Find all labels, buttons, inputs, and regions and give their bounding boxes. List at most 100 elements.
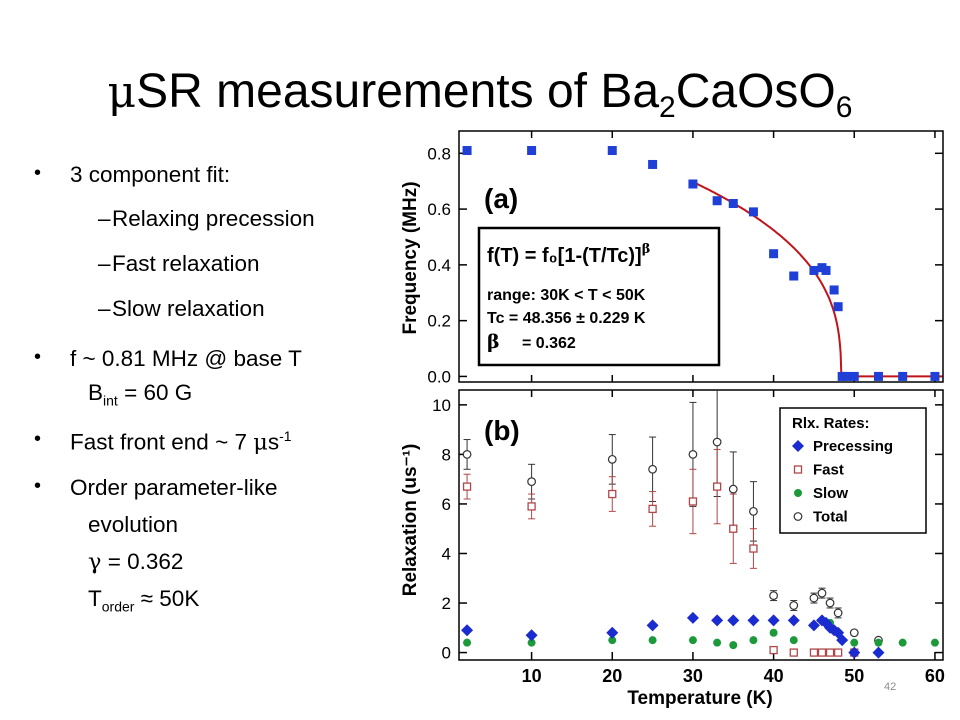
slow-point bbox=[874, 638, 883, 647]
total-point bbox=[825, 598, 835, 608]
panel-b-label: (b) bbox=[484, 415, 520, 446]
front-end-text: Fast front end ~ 7 bbox=[70, 429, 254, 455]
dash-glyph: – bbox=[98, 206, 111, 231]
legend-marker-total bbox=[793, 512, 803, 521]
page-number: 42 bbox=[884, 681, 896, 693]
y-tick-label-b: 8 bbox=[442, 445, 451, 464]
legend-frame bbox=[779, 407, 927, 534]
frequency-point bbox=[841, 371, 851, 381]
fast-point bbox=[688, 497, 698, 506]
frequency-point bbox=[607, 146, 617, 156]
total-point bbox=[648, 464, 657, 474]
legend-title: Rlx. Rates: bbox=[792, 415, 870, 432]
slow-point bbox=[713, 638, 722, 647]
bullet-dot: • bbox=[34, 475, 42, 497]
fit-box-frame bbox=[477, 226, 721, 367]
frequency-point bbox=[712, 196, 722, 206]
fast-point bbox=[809, 648, 819, 657]
fast-point bbox=[749, 544, 758, 553]
gamma-symbol: γ bbox=[88, 549, 102, 575]
legend-label-fast: Fast bbox=[813, 462, 844, 479]
slide-title: μSR measurements of Ba2CaOsO6 bbox=[0, 62, 960, 123]
bullet-text: 3 component fit: bbox=[70, 162, 231, 187]
panel-a-axis-ticks: 0.0 0.2 0.4 0.6 0.8 bbox=[427, 131, 943, 386]
bullet-text: Order parameter-like bbox=[70, 475, 278, 500]
total-point bbox=[849, 628, 859, 638]
y-tick-label-a: 0.8 bbox=[427, 144, 451, 163]
fit-formula-exponent: β bbox=[642, 242, 651, 257]
fast-point bbox=[608, 489, 617, 499]
slow-point bbox=[789, 636, 798, 645]
slow-point bbox=[527, 638, 536, 647]
precessing-point bbox=[461, 624, 474, 637]
beta-symbol: β bbox=[487, 331, 500, 353]
precessing-point bbox=[872, 646, 885, 659]
x-tick-label: 20 bbox=[602, 666, 622, 686]
total-point bbox=[712, 437, 722, 447]
fit-annotation-box: f(T) = f₀[1-(T/Tc)]β range: 30K < T < 50… bbox=[477, 226, 721, 367]
frequency-point bbox=[809, 265, 819, 275]
precessing-point bbox=[747, 614, 760, 627]
frequency-point bbox=[648, 159, 658, 169]
slow-point bbox=[930, 638, 939, 647]
frequency-point bbox=[748, 207, 758, 217]
fast-point bbox=[825, 648, 835, 657]
bullet-dot: • bbox=[34, 346, 42, 368]
precessing-point bbox=[848, 646, 861, 659]
slow-point bbox=[729, 641, 738, 650]
torder-value: ≈ 50K bbox=[134, 586, 200, 611]
fast-point bbox=[817, 648, 827, 657]
precessing-point bbox=[787, 614, 800, 627]
mu-symbol: μ bbox=[107, 67, 137, 118]
bullet-text: Fast front end ~ 7 μs-1 bbox=[70, 428, 292, 456]
total-point bbox=[789, 601, 799, 610]
legend-label-slow: Slow bbox=[813, 485, 848, 502]
y-tick-label-b: 2 bbox=[442, 594, 451, 613]
x-tick-label: 50 bbox=[844, 666, 864, 686]
panel-a-label: (a) bbox=[484, 183, 518, 214]
frequency-point bbox=[849, 371, 859, 381]
dash-glyph: – bbox=[98, 296, 111, 321]
y-tick-label-a: 0.4 bbox=[427, 256, 451, 275]
slow-point bbox=[608, 636, 617, 645]
slow-point bbox=[463, 638, 472, 647]
precessing-point bbox=[807, 619, 820, 632]
slow-point bbox=[749, 636, 758, 645]
gamma-value: = 0.362 bbox=[101, 549, 184, 574]
fast-point bbox=[712, 482, 722, 491]
x-tick-label: 10 bbox=[522, 666, 542, 686]
y-tick-label-b: 4 bbox=[442, 544, 451, 563]
evolution-text: evolution bbox=[88, 512, 179, 537]
b-symbol: B bbox=[88, 380, 104, 405]
precessing-point bbox=[525, 629, 538, 642]
slow-point bbox=[898, 638, 907, 647]
fit-formula-text: f(T) = f₀[1-(T/Tc)] bbox=[487, 245, 642, 267]
t-symbol: T bbox=[88, 586, 102, 611]
fit-range: range: 30K < T < 50K bbox=[487, 287, 646, 304]
y-tick-label-a: 0.2 bbox=[427, 312, 451, 331]
inverse-superscript: -1 bbox=[279, 428, 292, 444]
precessing-point bbox=[686, 611, 699, 624]
frequency-point bbox=[462, 146, 472, 156]
bint-value: = 60 G bbox=[117, 380, 193, 405]
panel-a-plot-area bbox=[462, 146, 943, 381]
fast-point bbox=[648, 504, 657, 514]
y-tick-label-a: 0.0 bbox=[427, 367, 451, 386]
legend-items: Precessing Fast Slow Total bbox=[792, 438, 893, 526]
subbullet-text: Fast relaxation bbox=[112, 251, 260, 276]
bullet-dot: • bbox=[34, 428, 42, 450]
slow-point bbox=[648, 636, 657, 645]
subbullet-text: Relaxing precession bbox=[112, 206, 315, 231]
fast-point bbox=[527, 502, 536, 511]
fit-beta: β = 0.362 bbox=[487, 331, 576, 353]
x-tick-label: 30 bbox=[683, 666, 703, 686]
legend-marker-slow bbox=[794, 489, 802, 497]
title-text-1: SR measurements of Ba bbox=[136, 65, 660, 118]
fast-point bbox=[789, 648, 798, 657]
precessing-point bbox=[727, 614, 740, 627]
panel-b-plot-area bbox=[461, 390, 939, 659]
x-tick-label: 40 bbox=[764, 666, 784, 686]
gamma-text: γ = 0.362 bbox=[88, 549, 183, 575]
frequency-point bbox=[898, 371, 908, 381]
dash-glyph: – bbox=[98, 251, 111, 276]
